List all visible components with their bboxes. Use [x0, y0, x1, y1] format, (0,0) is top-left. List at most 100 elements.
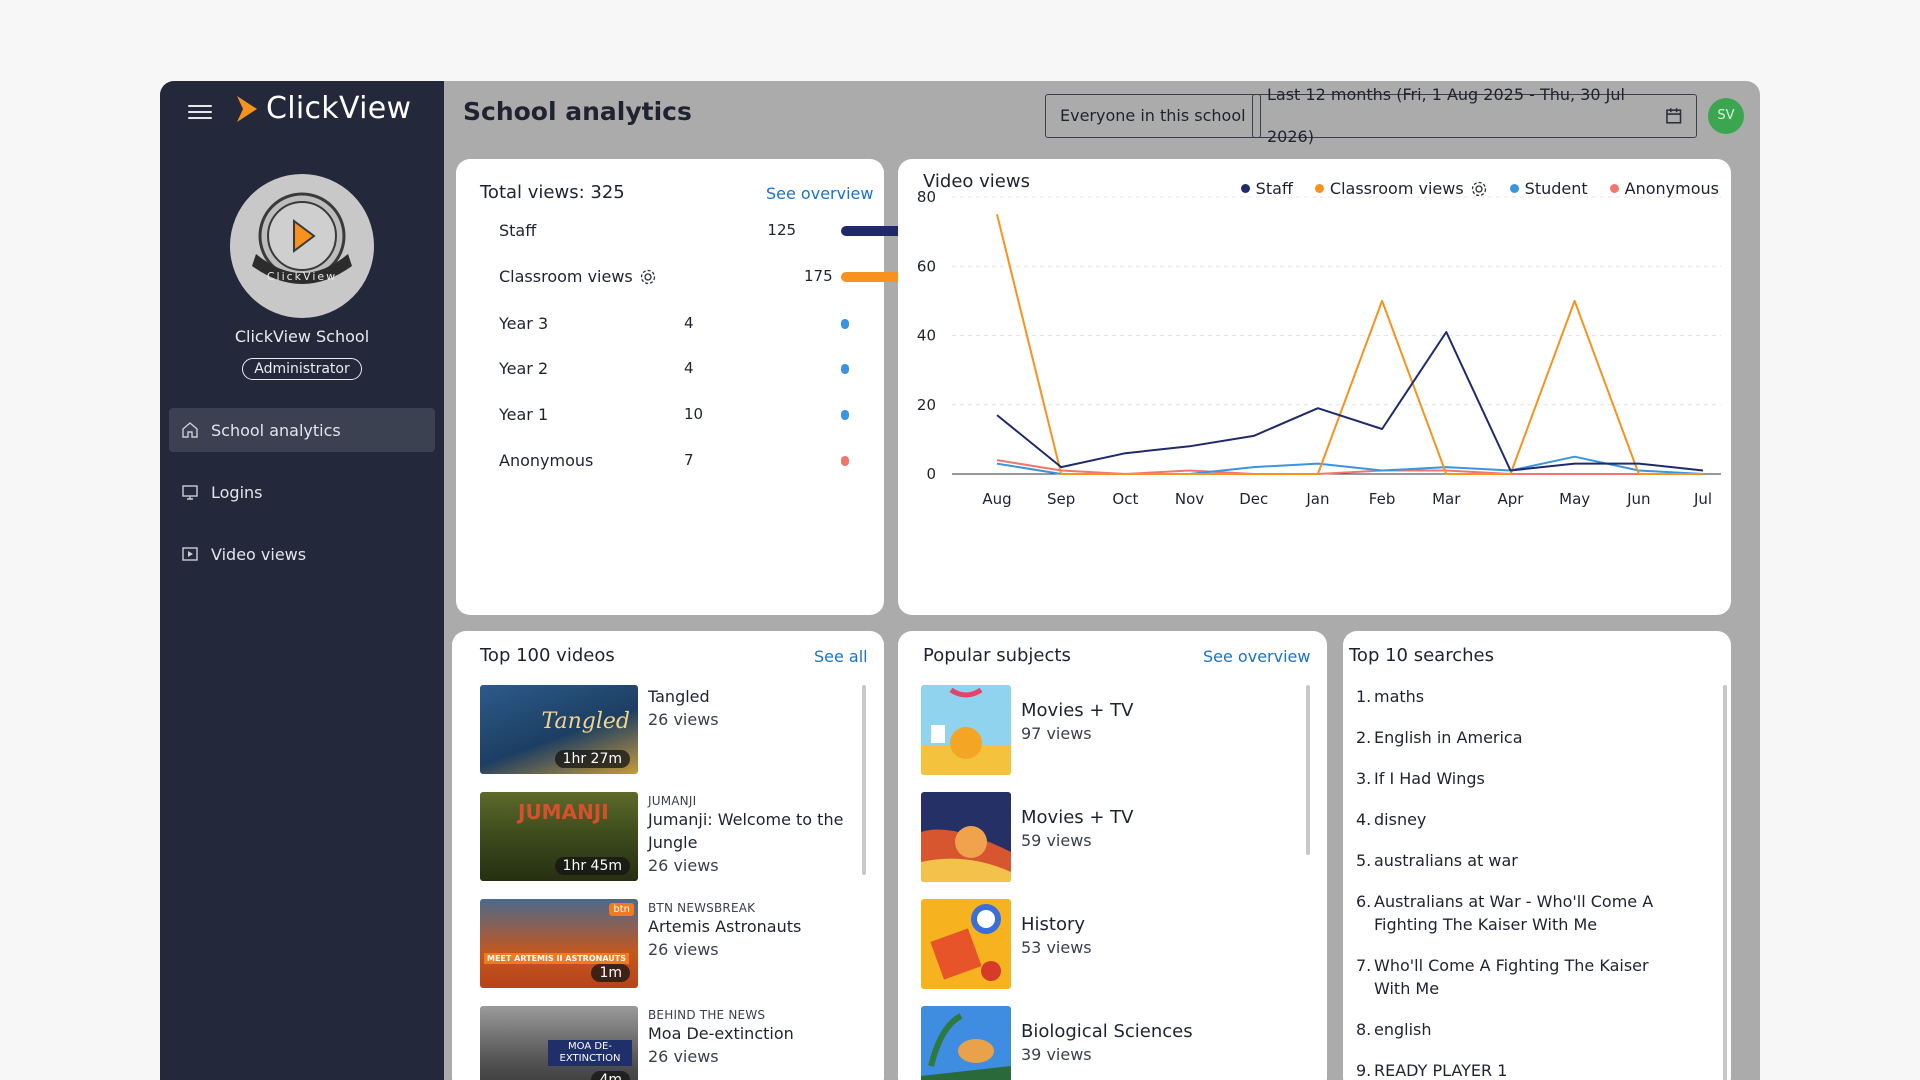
badge-text: ClickView [267, 270, 337, 283]
date-range-label: Last 12 months (Fri, 1 Aug 2025 - Thu, 3… [1267, 85, 1625, 146]
x-tick-label: Jan [1305, 490, 1329, 508]
video-views-count: 26 views [648, 1047, 719, 1066]
calendar-icon [1665, 108, 1681, 124]
video-item[interactable]: MOA DE-EXTINCTION 4m BEHIND THE NEWS Moa… [480, 1006, 840, 1080]
school-name: ClickView School [234, 327, 370, 346]
row-value: 10 [684, 405, 704, 423]
sidebar-item-logins[interactable]: Logins [169, 470, 435, 514]
search-text: If I Had Wings [1374, 769, 1485, 788]
x-tick-label: May [1559, 490, 1590, 508]
scope-filter-button[interactable]: Everyone in this school [1045, 94, 1261, 138]
subject-views-count: 53 views [1021, 938, 1092, 957]
search-text: English in America [1374, 728, 1523, 747]
home-icon [182, 422, 198, 438]
search-item[interactable]: 3. If I Had Wings [1356, 767, 1676, 790]
search-item[interactable]: 1. maths [1356, 685, 1676, 708]
subject-views-count: 97 views [1021, 724, 1092, 743]
total-views-row: Year 1 10 [499, 405, 879, 425]
row-bar [841, 319, 849, 329]
x-tick-label: Jun [1626, 490, 1650, 508]
video-views-chart: 0 20 40 60 80 Aug Sep Oct Nov Dec Jan Feb Mar Apr May J… [917, 188, 1721, 508]
video-item[interactable]: JUMANJI 1hr 45m JUMANJI Jumanji: Welcome… [480, 792, 843, 884]
scrollbar[interactable] [862, 685, 866, 875]
subject-item[interactable]: History 53 views [921, 899, 1241, 989]
legend-item-anonymous[interactable]: Anonymous [1609, 179, 1719, 198]
search-item[interactable]: 5. australians at war [1356, 849, 1676, 872]
video-series: JUMANJI [648, 794, 697, 808]
subject-title: History [1021, 914, 1086, 935]
subject-item[interactable]: Movies + TV 59 views [921, 792, 1241, 882]
sidebar-nav: School analytics Logins Video views [169, 408, 435, 594]
legend-item-staff[interactable]: Staff [1240, 179, 1293, 198]
row-label: Staff [499, 221, 537, 240]
user-avatar[interactable]: SV [1708, 98, 1744, 134]
row-bar [841, 226, 933, 236]
x-tick-label: Aug [982, 490, 1011, 508]
total-views-row: Year 2 4 [499, 359, 879, 379]
gear-icon[interactable] [1470, 180, 1488, 198]
see-overview-link[interactable]: See overview [1203, 647, 1311, 666]
subject-item[interactable]: Biological Sciences 39 views [921, 1006, 1241, 1080]
see-overview-link[interactable]: See overview [766, 184, 874, 203]
video-views-card: Video views Staff Classroom views Studen… [898, 159, 1731, 615]
thumbnail-text: MOA DE-EXTINCTION [548, 1040, 632, 1066]
subject-views-count: 59 views [1021, 831, 1092, 850]
row-label: Classroom views [499, 267, 633, 286]
search-item[interactable]: 7. Who'll Come A Fighting The Kaiser With… [1356, 954, 1676, 1000]
brand-name: ClickView [266, 91, 412, 126]
search-item[interactable]: 8. english [1356, 1018, 1676, 1041]
chart-legend: Staff Classroom views Student Anonymous [1240, 179, 1719, 198]
video-views-count: 26 views [648, 856, 719, 875]
row-label: Year 2 [499, 359, 549, 378]
search-item[interactable]: 6. Australians at War - Who'll Come A Fig… [1356, 890, 1676, 936]
video-item[interactable]: Tangled 1hr 27m Tangled 26 views [480, 685, 840, 777]
video-item[interactable]: btn MEET ARTEMIS II ASTRONAUTS 1m BTN NE… [480, 899, 840, 991]
row-value: 125 [767, 221, 797, 239]
total-views-card: Total views: 325 See overview Staff 125 Cl… [456, 159, 969, 615]
video-icon [182, 547, 198, 561]
video-title: Tangled [648, 687, 710, 706]
search-rank: 5. [1356, 851, 1372, 870]
video-thumbnail: btn MEET ARTEMIS II ASTRONAUTS 1m [480, 899, 638, 988]
video-thumbnail: JUMANJI 1hr 45m [480, 792, 638, 881]
duration-badge: 1hr 27m [554, 750, 630, 768]
search-text: Australians at War - Who'll Come A Fight… [1374, 892, 1654, 934]
row-bar [841, 410, 849, 420]
x-tick-label: Mar [1432, 490, 1461, 508]
search-text: Who'll Come A Fighting The Kaiser With M… [1374, 956, 1649, 998]
video-thumbnail: MOA DE-EXTINCTION 4m [480, 1006, 638, 1080]
x-tick-label: Nov [1175, 490, 1204, 508]
btn-logo-icon: btn [609, 903, 634, 916]
x-tick-label: Oct [1112, 490, 1138, 508]
menu-icon[interactable] [188, 101, 212, 121]
subject-thumbnail [921, 899, 1011, 989]
legend-item-student[interactable]: Student [1509, 179, 1588, 198]
search-item[interactable]: 9. READY PLAYER 1 [1356, 1059, 1676, 1080]
series-line-classroom-views[interactable] [996, 214, 1703, 475]
total-views-row: Classroom views 175 [499, 267, 969, 287]
school-avatar: ClickView [230, 174, 374, 318]
search-text: disney [1374, 810, 1427, 829]
search-item[interactable]: 2. English in America [1356, 726, 1676, 749]
sidebar-item-video-views[interactable]: Video views [169, 532, 435, 576]
sidebar-item-school-analytics[interactable]: School analytics [169, 408, 435, 452]
brand-logo[interactable]: ClickView [234, 91, 411, 126]
gear-icon[interactable] [639, 268, 657, 286]
subject-item[interactable]: Movies + TV 97 views [921, 685, 1241, 775]
search-text: maths [1374, 687, 1425, 706]
series-line-staff[interactable] [996, 331, 1704, 472]
page-title: School analytics [463, 97, 692, 126]
row-value: 175 [804, 267, 833, 285]
legend-item-classroom-views[interactable]: Classroom views [1314, 179, 1488, 198]
scrollbar[interactable] [1306, 685, 1310, 855]
search-item[interactable]: 4. disney [1356, 808, 1676, 831]
row-label: Year 1 [499, 405, 549, 424]
search-rank: 7. [1356, 956, 1372, 975]
subject-title: Movies + TV [1021, 807, 1134, 828]
x-tick-label: Sep [1047, 490, 1075, 508]
date-range-button[interactable]: Last 12 months (Fri, 1 Aug 2025 - Thu, 3… [1252, 85, 1697, 146]
scrollbar[interactable] [1723, 685, 1727, 1080]
popular-subjects-title: Popular subjects [923, 645, 1071, 666]
see-all-link[interactable]: See all [814, 647, 868, 666]
row-bar [841, 364, 849, 374]
